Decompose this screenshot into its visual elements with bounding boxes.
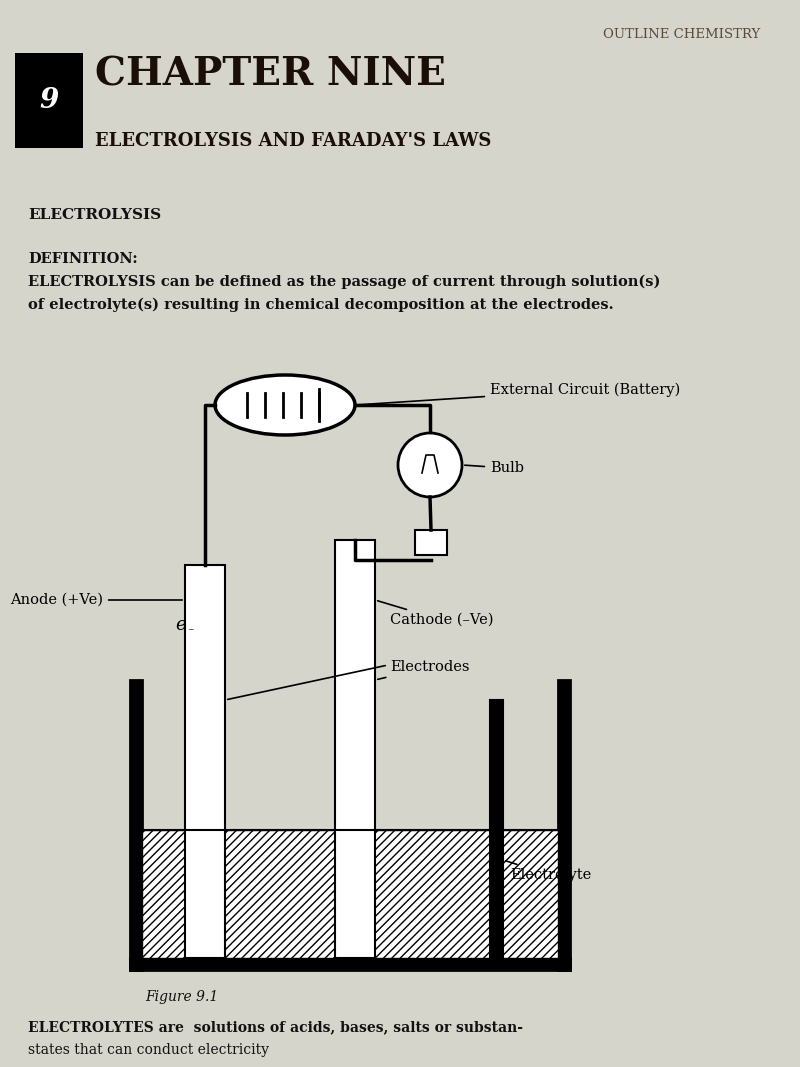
Text: ELECTROLYSIS: ELECTROLYSIS (28, 208, 161, 222)
Text: Anode (+Ve): Anode (+Ve) (10, 593, 182, 607)
Text: Electrolyte: Electrolyte (506, 861, 591, 882)
Bar (558, 680, 570, 970)
Text: Cathode (–Ve): Cathode (–Ve) (378, 601, 494, 627)
Bar (185, 566, 225, 958)
Text: ELECTROLYSIS can be defined as the passage of current through solution(s): ELECTROLYSIS can be defined as the passa… (28, 275, 660, 289)
Bar (415, 530, 447, 555)
Ellipse shape (215, 375, 355, 435)
Bar (130, 958, 570, 970)
Bar (15, 53, 83, 148)
Text: ⁻: ⁻ (187, 626, 194, 639)
Text: e: e (175, 616, 186, 634)
Bar (335, 540, 375, 958)
Text: DEFINITION:: DEFINITION: (28, 252, 138, 266)
Circle shape (398, 433, 462, 497)
Text: ELECTROLYSIS AND FARADAY'S LAWS: ELECTROLYSIS AND FARADAY'S LAWS (95, 132, 491, 150)
Text: states that can conduct electricity: states that can conduct electricity (28, 1044, 269, 1057)
Text: Electrodes: Electrodes (378, 660, 470, 680)
Text: OUTLINE CHEMISTRY: OUTLINE CHEMISTRY (602, 28, 760, 41)
Text: of electrolyte(s) resulting in chemical decomposition at the electrodes.: of electrolyte(s) resulting in chemical … (28, 298, 614, 313)
Bar (490, 700, 503, 958)
Bar (130, 680, 142, 970)
Bar (142, 830, 558, 958)
Text: Bulb: Bulb (465, 461, 524, 475)
Text: Figure 9.1: Figure 9.1 (145, 990, 218, 1004)
Text: External Circuit (Battery): External Circuit (Battery) (358, 383, 680, 404)
Text: CHAPTER NINE: CHAPTER NINE (95, 55, 446, 93)
Text: 9: 9 (39, 86, 58, 113)
Text: ELECTROLYTES are  solutions of acids, bases, salts or substan-: ELECTROLYTES are solutions of acids, bas… (28, 1020, 523, 1034)
